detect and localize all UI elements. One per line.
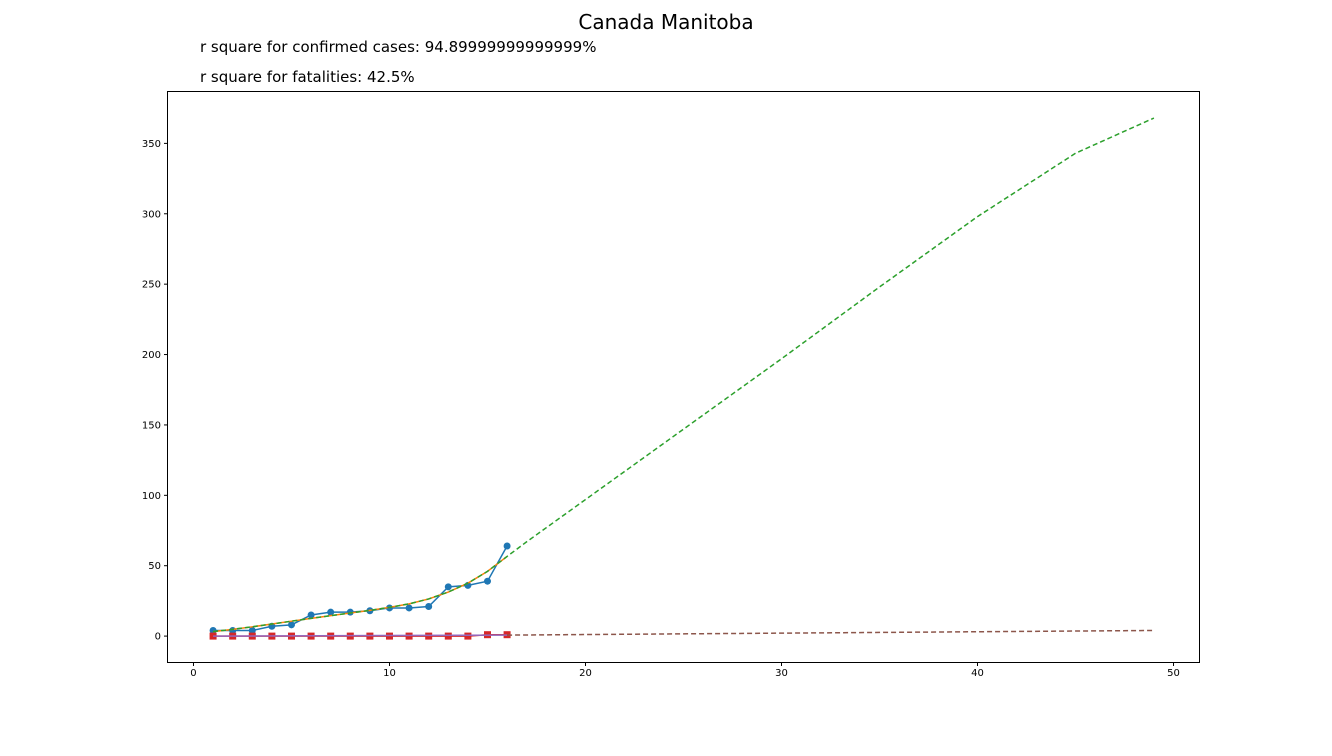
data-point	[405, 604, 413, 612]
data-point	[248, 626, 256, 634]
plot-frame	[167, 91, 1200, 663]
data-point	[444, 632, 452, 640]
series-fit-line	[213, 634, 508, 637]
data-point	[307, 611, 315, 619]
data-point	[483, 577, 491, 585]
fatalities-r-square-note: r square for fatalities: 42.5%	[200, 68, 415, 86]
y-tick-label: 0	[155, 632, 161, 643]
series-observed-line	[213, 545, 508, 632]
y-tick-label: 150	[142, 420, 161, 431]
chart-title: Canada Manitoba	[578, 10, 754, 34]
y-tick-label: 50	[148, 561, 161, 572]
y-tick-label: 200	[142, 350, 161, 361]
series-fit-line	[212, 555, 508, 633]
x-tick-label: 50	[1167, 668, 1180, 679]
data-point	[464, 632, 472, 640]
x-tick-label: 20	[579, 668, 592, 679]
series-forecast-line	[507, 629, 1154, 636]
y-tick-label: 100	[142, 491, 161, 502]
data-point	[425, 603, 433, 611]
series-forecast-line	[212, 117, 1155, 633]
data-point	[327, 608, 335, 616]
axis-ticks: 0 10 20 30 40 50 0 50 100 150 200 250 300 350	[142, 139, 1180, 679]
data-point	[287, 621, 295, 629]
x-tick-label: 40	[971, 668, 984, 679]
x-tick-label: 10	[383, 668, 396, 679]
y-tick-label: 250	[142, 280, 161, 291]
data-point	[209, 626, 217, 634]
confirmed-r-square-note: r square for confirmed cases: 94.8999999…	[200, 38, 597, 56]
series-layer	[209, 117, 1155, 640]
data-point	[503, 542, 511, 550]
x-tick-label: 0	[190, 668, 196, 679]
y-tick-label: 350	[142, 139, 161, 150]
data-point	[444, 583, 452, 591]
x-tick-label: 30	[775, 668, 788, 679]
y-tick-label: 300	[142, 209, 161, 220]
